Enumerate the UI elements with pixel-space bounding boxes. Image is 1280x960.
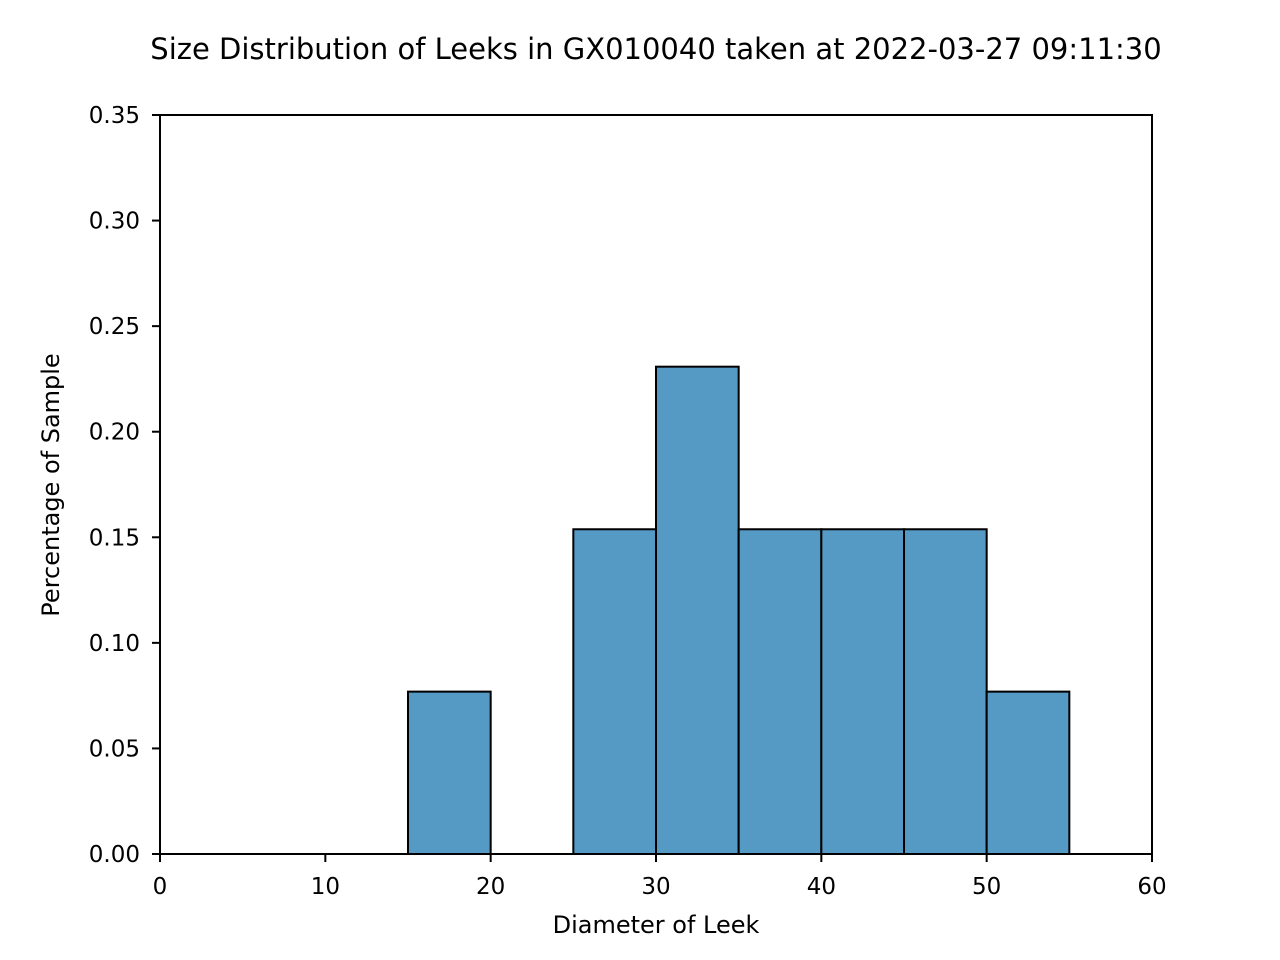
x-tick-label: 10 bbox=[311, 874, 340, 900]
x-tick-label: 40 bbox=[807, 874, 836, 900]
bars-group bbox=[407, 365, 1071, 856]
x-axis-ticks: 0 10 20 30 40 50 60 bbox=[153, 854, 1167, 900]
y-tick-label: 0.05 bbox=[89, 736, 140, 762]
histogram-bar bbox=[820, 528, 905, 855]
histogram-bar bbox=[655, 365, 740, 855]
y-tick-label: 0.35 bbox=[89, 103, 140, 129]
x-tick-label: 50 bbox=[972, 874, 1001, 900]
histogram-bar bbox=[737, 528, 823, 855]
y-tick-label: 0.15 bbox=[89, 525, 140, 551]
y-tick-label: 0.30 bbox=[89, 209, 140, 235]
x-tick-label: 60 bbox=[1137, 874, 1166, 900]
chart-title: Size Distribution of Leeks in GX010040 t… bbox=[150, 32, 1161, 66]
y-axis-label: Percentage of Sample bbox=[37, 353, 65, 616]
y-tick-label: 0.20 bbox=[89, 420, 140, 446]
x-tick-label: 0 bbox=[153, 874, 168, 900]
y-tick-label: 0.25 bbox=[89, 314, 140, 340]
histogram-bar bbox=[407, 690, 492, 856]
y-tick-label: 0.10 bbox=[89, 631, 140, 657]
y-tick-label: 0.00 bbox=[89, 842, 140, 868]
x-tick-label: 30 bbox=[641, 874, 670, 900]
histogram-bar bbox=[572, 528, 657, 855]
x-tick-label: 20 bbox=[476, 874, 505, 900]
y-axis-ticks: 0.00 0.05 0.10 0.15 0.20 0.25 0.30 0.35 bbox=[89, 103, 160, 868]
x-axis-label: Diameter of Leek bbox=[553, 911, 760, 939]
histogram-bar bbox=[903, 528, 988, 855]
histogram-bar bbox=[985, 690, 1071, 856]
